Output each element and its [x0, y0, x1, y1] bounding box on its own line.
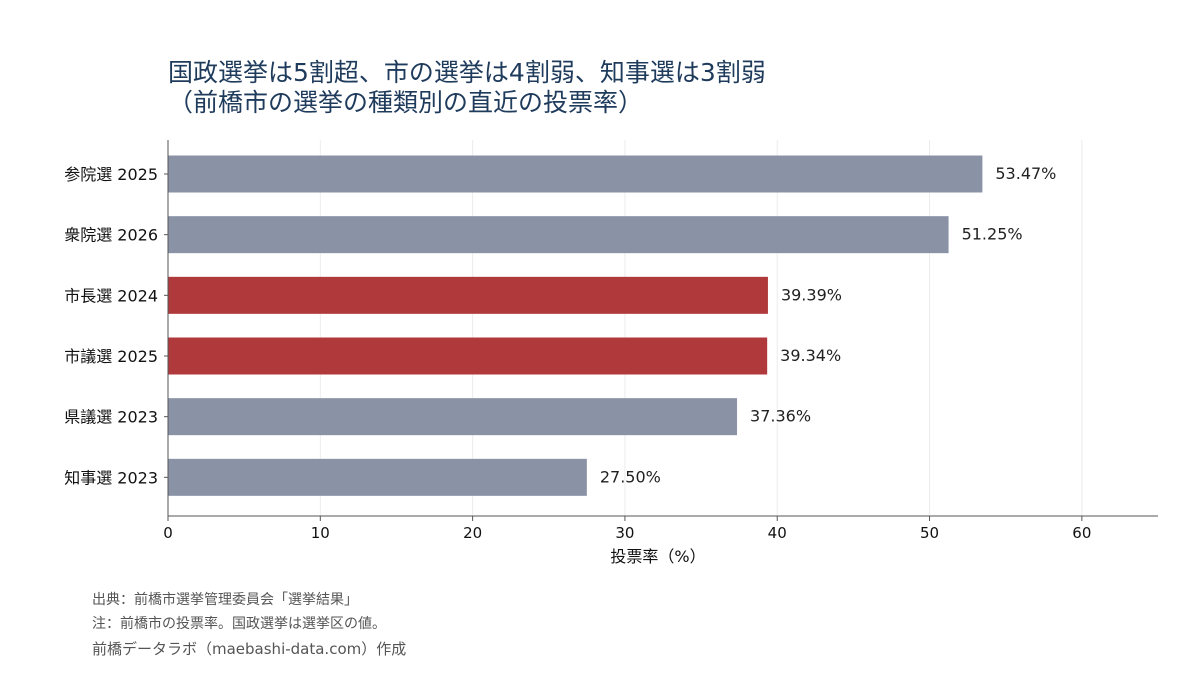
x-tick-label: 50 [920, 524, 939, 542]
x-tick-label: 30 [615, 524, 634, 542]
data-label: 39.34% [780, 346, 841, 365]
y-tick-label: 県議選 2023 [64, 408, 158, 427]
y-tick-label: 参院選 2025 [64, 165, 158, 184]
title-line-2: （前橋市の選挙の種類別の直近の投票率） [168, 88, 644, 117]
y-tick-label: 知事選 2023 [64, 468, 158, 487]
chart-footer: 出典：前橋市選挙管理委員会「選挙結果」 注：前橋市の投票率。国政選挙は選挙区の値… [92, 588, 406, 661]
source-note: 出典：前橋市選挙管理委員会「選挙結果」 [92, 592, 358, 608]
x-tick-label: 0 [163, 524, 173, 542]
footnote: 注：前橋市の投票率。国政選挙は選挙区の値。 [92, 616, 386, 632]
x-tick-label: 20 [463, 524, 482, 542]
y-tick-label: 市長選 2024 [64, 286, 158, 305]
chart-title: 国政選挙は5割超、市の選挙は4割弱、知事選は3割弱 （前橋市の選挙の種類別の直近… [168, 58, 766, 118]
bar [168, 216, 949, 254]
bar [168, 337, 768, 375]
data-label: 37.36% [750, 407, 811, 426]
title-line-1: 国政選挙は5割超、市の選挙は4割弱、知事選は3割弱 [168, 58, 766, 87]
x-tick-label: 10 [311, 524, 330, 542]
y-tick-label: 市議選 2025 [64, 347, 158, 366]
x-axis-label: 投票率（%） [610, 547, 705, 566]
x-tick-label: 40 [768, 524, 787, 542]
data-label: 39.39% [781, 285, 842, 304]
data-label: 53.47% [995, 164, 1056, 183]
bar [168, 276, 768, 314]
x-tick-label: 60 [1072, 524, 1091, 542]
credit-note: 前橋データラボ（maebashi-data.com）作成 [92, 640, 407, 658]
data-label: 27.50% [600, 467, 661, 486]
bar [168, 398, 738, 436]
y-tick-label: 衆院選 2026 [64, 226, 158, 245]
data-label: 51.25% [962, 225, 1023, 244]
bar [168, 458, 587, 496]
bar [168, 155, 983, 193]
